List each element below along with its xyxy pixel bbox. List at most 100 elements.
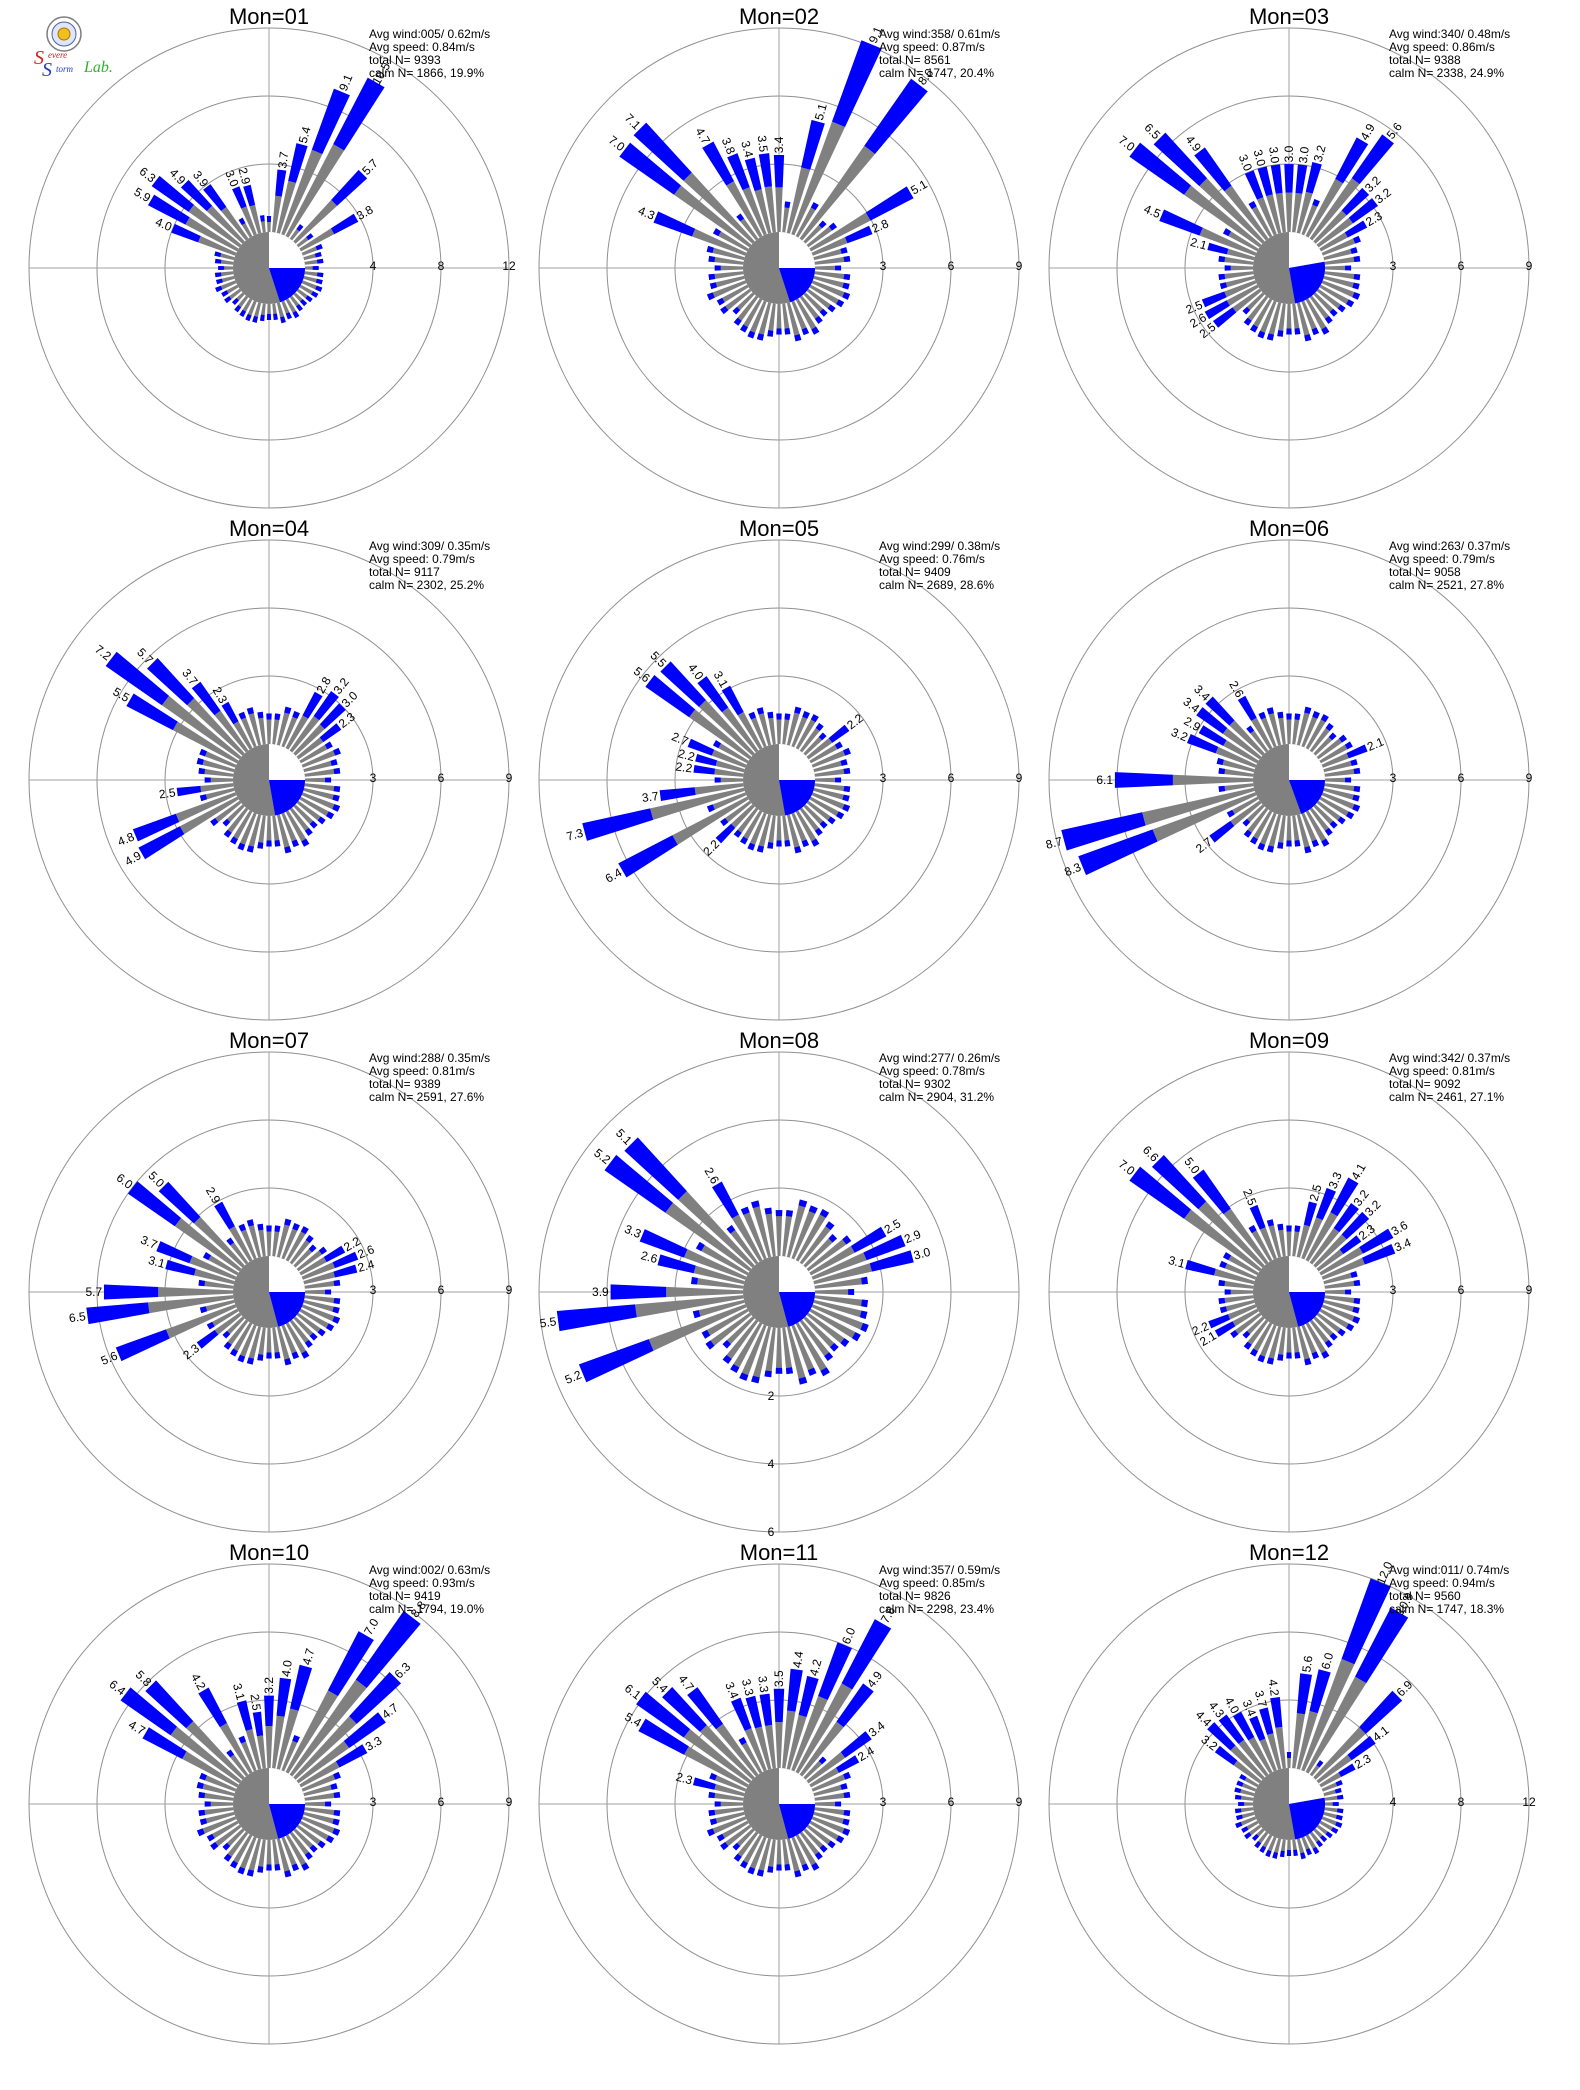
sector-bar-high	[639, 1229, 688, 1258]
minor-bar-tip	[301, 838, 310, 847]
minor-bar-tip	[301, 1862, 310, 1871]
sector-label: 3.0	[1296, 145, 1312, 164]
sector-bar	[754, 189, 772, 234]
minor-bar-tip	[326, 1323, 335, 1332]
minor-bar-tip	[1337, 1328, 1346, 1337]
sector-bar-high	[1355, 1607, 1409, 1684]
minor-bar-tip	[204, 777, 211, 783]
minor-bar-tip	[1352, 794, 1360, 802]
sector-bar-high	[327, 1631, 374, 1697]
sector-label: 7.0	[361, 1616, 382, 1638]
sector-label: 2.5	[248, 1693, 264, 1712]
sector-bar-high	[604, 1154, 674, 1213]
sector-label: 3.5	[772, 1670, 786, 1687]
sector-bar	[1224, 185, 1269, 241]
rose-title: Mon=07	[229, 1028, 309, 1053]
minor-bar	[1250, 810, 1273, 845]
calm-hub-clear	[1289, 1768, 1325, 1804]
sector-bar	[293, 724, 325, 756]
sector-bar	[1267, 1733, 1282, 1770]
sector-bar	[1230, 800, 1262, 827]
sector-label: 2.4	[356, 1257, 376, 1275]
sector-bar	[1238, 1739, 1269, 1777]
minor-bar	[747, 300, 767, 339]
sector-bar	[811, 237, 848, 256]
sector-bar	[683, 1249, 747, 1280]
sector-bar-high	[1196, 707, 1228, 734]
minor-bar-tip	[266, 314, 272, 321]
minor-bar-tip	[808, 1205, 818, 1214]
sector-label: 6.0	[839, 1625, 858, 1646]
minor-bar-tip	[842, 1828, 851, 1836]
sector-bar	[650, 787, 745, 820]
rose-info-4: calm N= 2338, 24.9%	[1389, 66, 1504, 80]
rose-title: Mon=09	[1249, 1028, 1329, 1053]
sector-label: 4.3	[636, 203, 657, 222]
ring-label-3: 9	[1016, 771, 1023, 785]
minor-bar-tip	[1244, 1832, 1252, 1840]
minor-bar	[1301, 198, 1320, 236]
sector-bar	[1321, 1257, 1365, 1280]
sector-bar-high	[196, 1329, 219, 1349]
sector-bar	[699, 1724, 755, 1780]
minor-bar	[811, 1816, 851, 1836]
minor-bar	[806, 288, 836, 313]
minor-bar	[198, 1791, 234, 1801]
minor-bar	[246, 1838, 262, 1877]
minor-bar-tip	[776, 328, 782, 335]
logo-evere: evere	[48, 50, 67, 60]
sector-bar	[1259, 1227, 1277, 1260]
minor-bar-tip	[332, 804, 341, 812]
minor-bar	[1316, 734, 1347, 760]
minor-bar	[1301, 1324, 1320, 1360]
sector-bar	[1309, 1227, 1340, 1265]
sector-bar-high	[232, 186, 247, 209]
sector-bar	[186, 1721, 245, 1780]
minor-bar-tip	[1236, 1814, 1243, 1821]
sector-bar	[754, 1726, 772, 1770]
sector-bar	[165, 1304, 237, 1339]
sector-label: 5.6	[1299, 1655, 1315, 1674]
minor-bar-tip	[815, 723, 824, 732]
sector-label: 3.1	[147, 1253, 167, 1271]
sector-bar-high	[126, 693, 178, 731]
minor-bar	[814, 265, 842, 271]
minor-bar	[799, 1319, 834, 1362]
sector-bar	[179, 796, 239, 835]
minor-bar-tip	[840, 247, 848, 254]
minor-bar	[1296, 706, 1312, 746]
minor-bar	[1246, 725, 1269, 753]
minor-bar-tip	[785, 1367, 794, 1375]
sector-bar	[256, 1735, 266, 1769]
calm-hub-fill	[1289, 1292, 1325, 1327]
sector-bar	[1296, 191, 1313, 234]
sector-bar-high	[840, 1731, 872, 1758]
minor-bar	[1324, 255, 1361, 265]
rose-info-1: Avg wind:288/ 0.35m/s	[369, 1051, 490, 1065]
minor-bar-tip	[324, 741, 333, 750]
sector-label: 3.0	[222, 168, 241, 189]
minor-bar-tip	[198, 767, 206, 775]
sector-bar	[764, 186, 776, 233]
sector-bar-high	[319, 723, 342, 743]
minor-bar	[722, 1316, 755, 1349]
sector-bar	[1226, 248, 1255, 261]
sector-bar	[1248, 1737, 1273, 1774]
sector-label: 2.9	[235, 166, 253, 186]
minor-bar	[1296, 302, 1312, 342]
minor-bar	[1321, 235, 1361, 256]
minor-bar	[237, 812, 257, 851]
minor-bar-tip	[215, 285, 223, 293]
minor-bar-tip	[836, 299, 845, 308]
minor-bar	[276, 1218, 292, 1258]
minor-bar-tip	[222, 818, 231, 827]
ring-label-1: 3	[880, 771, 887, 785]
minor-bar-tip	[266, 1225, 272, 1232]
minor-bar-tip	[1246, 725, 1255, 734]
sector-label: 3.1	[1167, 1253, 1187, 1271]
rose-title: Mon=02	[739, 4, 819, 29]
minor-bar	[720, 288, 752, 315]
sector-bar-high	[176, 785, 202, 797]
minor-bar-tip	[234, 305, 242, 313]
minor-bar	[814, 271, 851, 281]
